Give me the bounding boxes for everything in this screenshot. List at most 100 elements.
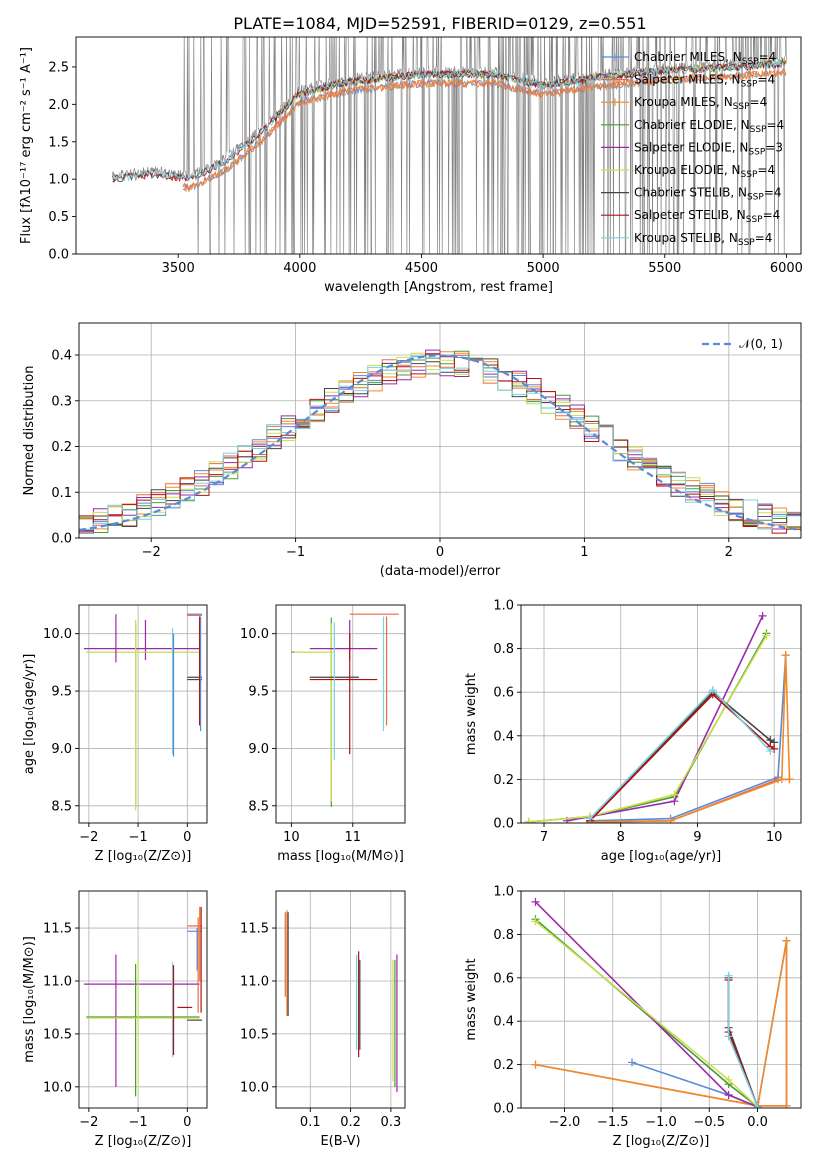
weight-point: [531, 917, 540, 926]
legend-n-sub: SSP: [747, 193, 764, 203]
weight-point: [708, 686, 717, 695]
x-tick-label: −1.5: [597, 1115, 629, 1130]
y-tick-label: 10.0: [240, 1080, 269, 1095]
axes-frame: [75, 36, 802, 255]
weight-line-kroupa_miles: [589, 655, 791, 823]
legend-n-value: =4: [766, 118, 784, 132]
legend-lib: Kroupa STELIB,: [634, 231, 729, 245]
weight-point: [770, 744, 779, 753]
weight-line-chabrier_stelib: [589, 691, 775, 822]
plot-area-age_vs_mass: [291, 613, 399, 807]
legend-lib: Chabrier ELODIE,: [634, 118, 741, 132]
y-tick-label: 11.0: [43, 974, 72, 989]
y-tick-label: 0.4: [493, 1015, 514, 1030]
y-tick-label: 0.6: [493, 971, 514, 986]
weight-point: [670, 790, 679, 799]
legend-lib: Salpeter STELIB,: [634, 208, 737, 222]
legend-lib: Salpeter ELODIE,: [634, 140, 739, 154]
x-tick-label: 5000: [527, 261, 560, 276]
x-tick-label: −2: [142, 545, 161, 560]
legend-lib: Kroupa MILES,: [634, 95, 724, 109]
y-tick-label: 10.5: [240, 1027, 269, 1042]
y-tick-label: 0.3: [51, 394, 72, 409]
y-tick-label: 0.6: [493, 686, 514, 701]
panel-residuals: −2 −1 0 1 2 0.0 0.1 0.2 0.3 0.4 (data-model)/error…: [22, 322, 802, 579]
weight-point: [666, 816, 675, 823]
legend-n-prefix: N: [739, 140, 748, 154]
x-tick-label: 0: [436, 545, 444, 560]
model-spectrum-salpeter_elodie: [275, 59, 787, 120]
x-axis-label: age [log₁₀(age/yr)]: [601, 849, 722, 864]
y-tick-label: 8.5: [248, 799, 269, 814]
axes-frame: [275, 890, 406, 1109]
x-tick-label: −0.5: [693, 1115, 725, 1130]
weight-point: [782, 1101, 791, 1108]
model-spectrum-kroupa_stelib: [112, 58, 786, 183]
x-tick-label: 0: [183, 1115, 191, 1130]
legend-n-value: =4: [763, 208, 781, 222]
x-tick-label: 5500: [648, 261, 681, 276]
x-tick-label: 0.1: [300, 1115, 321, 1130]
x-axis-label: Z [log₁₀(Z/Z⊙)]: [95, 1134, 192, 1149]
legend-marker: [611, 53, 619, 61]
y-tick-label: 2.5: [48, 60, 69, 75]
y-tick-label: 0.0: [493, 1102, 514, 1117]
weight-point: [531, 1060, 540, 1069]
y-tick-label: 1.0: [493, 885, 514, 900]
axes-frame: [275, 604, 406, 824]
y-tick-label: 9.0: [248, 742, 269, 757]
weight-point: [531, 897, 540, 906]
y-tick-label: 0.5: [48, 210, 69, 225]
x-axis-label: wavelength [Angstrom, rest frame]: [324, 280, 553, 295]
legend-n-prefix: N: [733, 50, 742, 64]
legend-n-prefix: N: [732, 163, 741, 177]
legend-n-value: =4: [757, 73, 775, 87]
legend-entry: Salpeter MILES, NSSP=4: [634, 73, 775, 90]
legend-n-prefix: N: [741, 118, 750, 132]
weight-line-kroupa_elodie: [528, 635, 768, 823]
x-tick-label: 4000: [283, 261, 316, 276]
x-tick-label: −2.0: [549, 1115, 581, 1130]
y-axis-label: mass weight: [464, 673, 479, 755]
y-tick-label: 11.5: [240, 922, 269, 937]
legend-lib: Chabrier MILES,: [634, 50, 733, 64]
model-spectrum-kroupa_miles: [182, 68, 787, 193]
panel-weight_vs_Z: −2.0 −1.5 −1.0 −0.5 0.0 0.0 0.2 0.4 0.6 0.8 1.0 Z […: [464, 885, 802, 1149]
x-axis-label: (data-model)/error: [380, 564, 501, 579]
legend-n-sub: SSP: [742, 57, 759, 67]
x-tick-label: 7: [540, 830, 548, 845]
legend-entry: Salpeter ELODIE, NSSP=3: [634, 140, 783, 157]
x-tick-label: −2: [79, 830, 98, 845]
y-tick-label: 9.5: [51, 685, 72, 700]
y-tick-label: 0.8: [493, 928, 514, 943]
figure-title: PLATE=1084, MJD=52591, FIBERID=0129, z=0…: [233, 14, 646, 33]
plot-area-mass_vs_EBV: [284, 910, 398, 1093]
x-tick-label: 6000: [770, 261, 803, 276]
x-tick-label: 9: [693, 830, 701, 845]
axes-frame: [78, 890, 208, 1109]
panel-age_vs_mass: 10 11 8.5 9.0 9.5 10.0 mass [log₁₀(M/M⊙)]: [240, 604, 406, 864]
x-tick-label: −1.0: [645, 1115, 677, 1130]
legend-entry: Chabrier ELODIE, NSSP=4: [634, 118, 784, 135]
weight-point: [766, 747, 775, 756]
weight-point: [628, 1058, 637, 1067]
panel-weight_vs_age: 7 8 9 10 0.0 0.2 0.4 0.6 0.8 1.0 age [log₁₀(age/yr…: [464, 599, 802, 864]
legend-n-value: =4: [755, 231, 773, 245]
x-tick-label: −1: [128, 830, 147, 845]
legend-n-sub: SSP: [733, 102, 750, 112]
x-axis-label: Z [log₁₀(Z/Z⊙)]: [95, 849, 192, 864]
legend-n-sub: SSP: [741, 170, 758, 180]
legend-n-prefix: N: [724, 95, 733, 109]
histogram-chabrier_stelib: [79, 358, 801, 531]
weight-line-chabrier_miles: [589, 655, 787, 822]
axes-frame: [78, 322, 802, 539]
legend-entry: Chabrier STELIB, NSSP=4: [634, 186, 782, 203]
legend-n-value: =4: [764, 186, 782, 200]
gaussian-legend-label: 𝒩(0, 1): [739, 337, 783, 351]
weight-point: [782, 936, 791, 945]
legend-n-prefix: N: [732, 73, 741, 87]
x-tick-label: 11: [345, 830, 362, 845]
y-tick-label: 1.0: [48, 173, 69, 188]
